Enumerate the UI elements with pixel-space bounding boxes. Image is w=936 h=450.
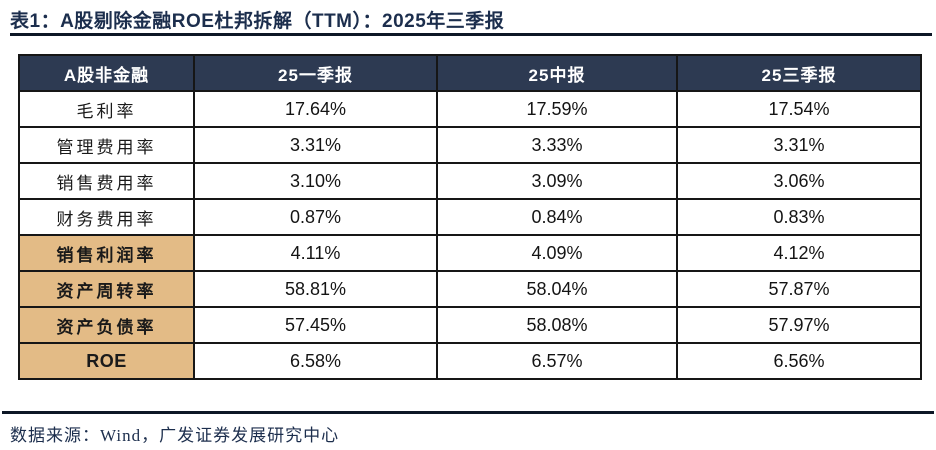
table-body: 毛利率 17.64% 17.59% 17.54% 管理费用率 3.31% 3.33% 3.31… <box>18 90 922 380</box>
row-value: 6.56% <box>676 342 922 380</box>
header-cell-label: A股非金融 <box>18 54 195 92</box>
figure-title: 表1：A股剔除金融ROE杜邦拆解（TTM）：2025年三季报 <box>10 11 505 32</box>
row-value: 3.31% <box>193 126 438 164</box>
row-value: 58.81% <box>193 270 438 308</box>
row-label: 销售费用率 <box>18 162 195 200</box>
footer-divider <box>2 411 934 414</box>
title-underline <box>10 33 932 36</box>
table-row: 销售利润率 4.11% 4.09% 4.12% <box>18 234 922 272</box>
row-value: 57.45% <box>193 306 438 344</box>
row-value: 6.58% <box>193 342 438 380</box>
row-value: 3.10% <box>193 162 438 200</box>
row-value: 17.64% <box>193 90 438 128</box>
row-value: 4.12% <box>676 234 922 272</box>
header-cell-period-2: 25中报 <box>436 54 678 92</box>
table-row: 管理费用率 3.31% 3.33% 3.31% <box>18 126 922 164</box>
row-value: 6.57% <box>436 342 678 380</box>
row-label: 管理费用率 <box>18 126 195 164</box>
row-value: 3.06% <box>676 162 922 200</box>
row-value: 3.09% <box>436 162 678 200</box>
table-row: 资产负债率 57.45% 58.08% 57.97% <box>18 306 922 344</box>
row-value: 4.09% <box>436 234 678 272</box>
row-value: 57.87% <box>676 270 922 308</box>
dupont-decomposition-table: A股非金融 25一季报 25中报 25三季报 毛利率 17.64% 17.59% 17.54… <box>18 54 922 380</box>
row-value: 58.04% <box>436 270 678 308</box>
table-row: 财务费用率 0.87% 0.84% 0.83% <box>18 198 922 236</box>
row-label: 销售利润率 <box>18 234 195 272</box>
table-row: 销售费用率 3.10% 3.09% 3.06% <box>18 162 922 200</box>
row-label: 资产负债率 <box>18 306 195 344</box>
row-value: 57.97% <box>676 306 922 344</box>
row-value: 17.59% <box>436 90 678 128</box>
table-row: 资产周转率 58.81% 58.04% 57.87% <box>18 270 922 308</box>
row-value: 0.87% <box>193 198 438 236</box>
table-header-row: A股非金融 25一季报 25中报 25三季报 <box>18 54 922 92</box>
row-value: 58.08% <box>436 306 678 344</box>
data-source-note: 数据来源：Wind，广发证券发展研究中心 <box>10 426 340 445</box>
row-label: ROE <box>18 342 195 380</box>
row-label: 资产周转率 <box>18 270 195 308</box>
row-value: 3.33% <box>436 126 678 164</box>
table-row: ROE 6.58% 6.57% 6.56% <box>18 342 922 380</box>
row-value: 4.11% <box>193 234 438 272</box>
table-row: 毛利率 17.64% 17.59% 17.54% <box>18 90 922 128</box>
row-label: 财务费用率 <box>18 198 195 236</box>
row-value: 17.54% <box>676 90 922 128</box>
header-cell-period-3: 25三季报 <box>676 54 922 92</box>
header-cell-period-1: 25一季报 <box>193 54 438 92</box>
row-value: 0.84% <box>436 198 678 236</box>
row-value: 0.83% <box>676 198 922 236</box>
row-value: 3.31% <box>676 126 922 164</box>
row-label: 毛利率 <box>18 90 195 128</box>
